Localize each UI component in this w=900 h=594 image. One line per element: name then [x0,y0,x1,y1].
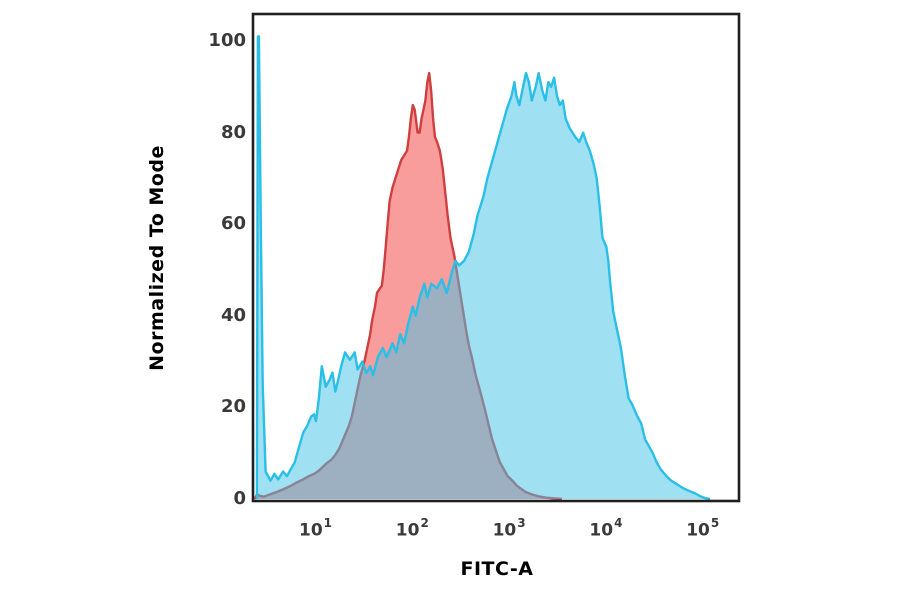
plot-frame [251,12,741,503]
x-tick-label-10e1: 101 [299,516,333,541]
x-axis-title: FITC-A [460,558,534,580]
cyan-histogram-area [256,36,710,500]
x-tick-label-10e2: 102 [395,516,429,541]
y-tick-label-60: 60 [220,213,246,235]
y-tick-label-40: 40 [220,304,246,326]
x-tick-label-10e5: 105 [686,516,720,541]
y-axis-title: Normalized To Mode [146,145,168,371]
y-tick-label-0: 0 [233,488,246,509]
y-tick-label-80: 80 [220,121,246,143]
x-tick-label-10e3: 103 [492,516,526,541]
x-tick-label-10e4: 104 [589,516,623,541]
y-tick-label-20: 20 [220,396,246,418]
cyan-histogram-outline [255,35,711,501]
red-histogram-area [255,73,562,499]
y-tick-label-100: 100 [208,30,246,51]
